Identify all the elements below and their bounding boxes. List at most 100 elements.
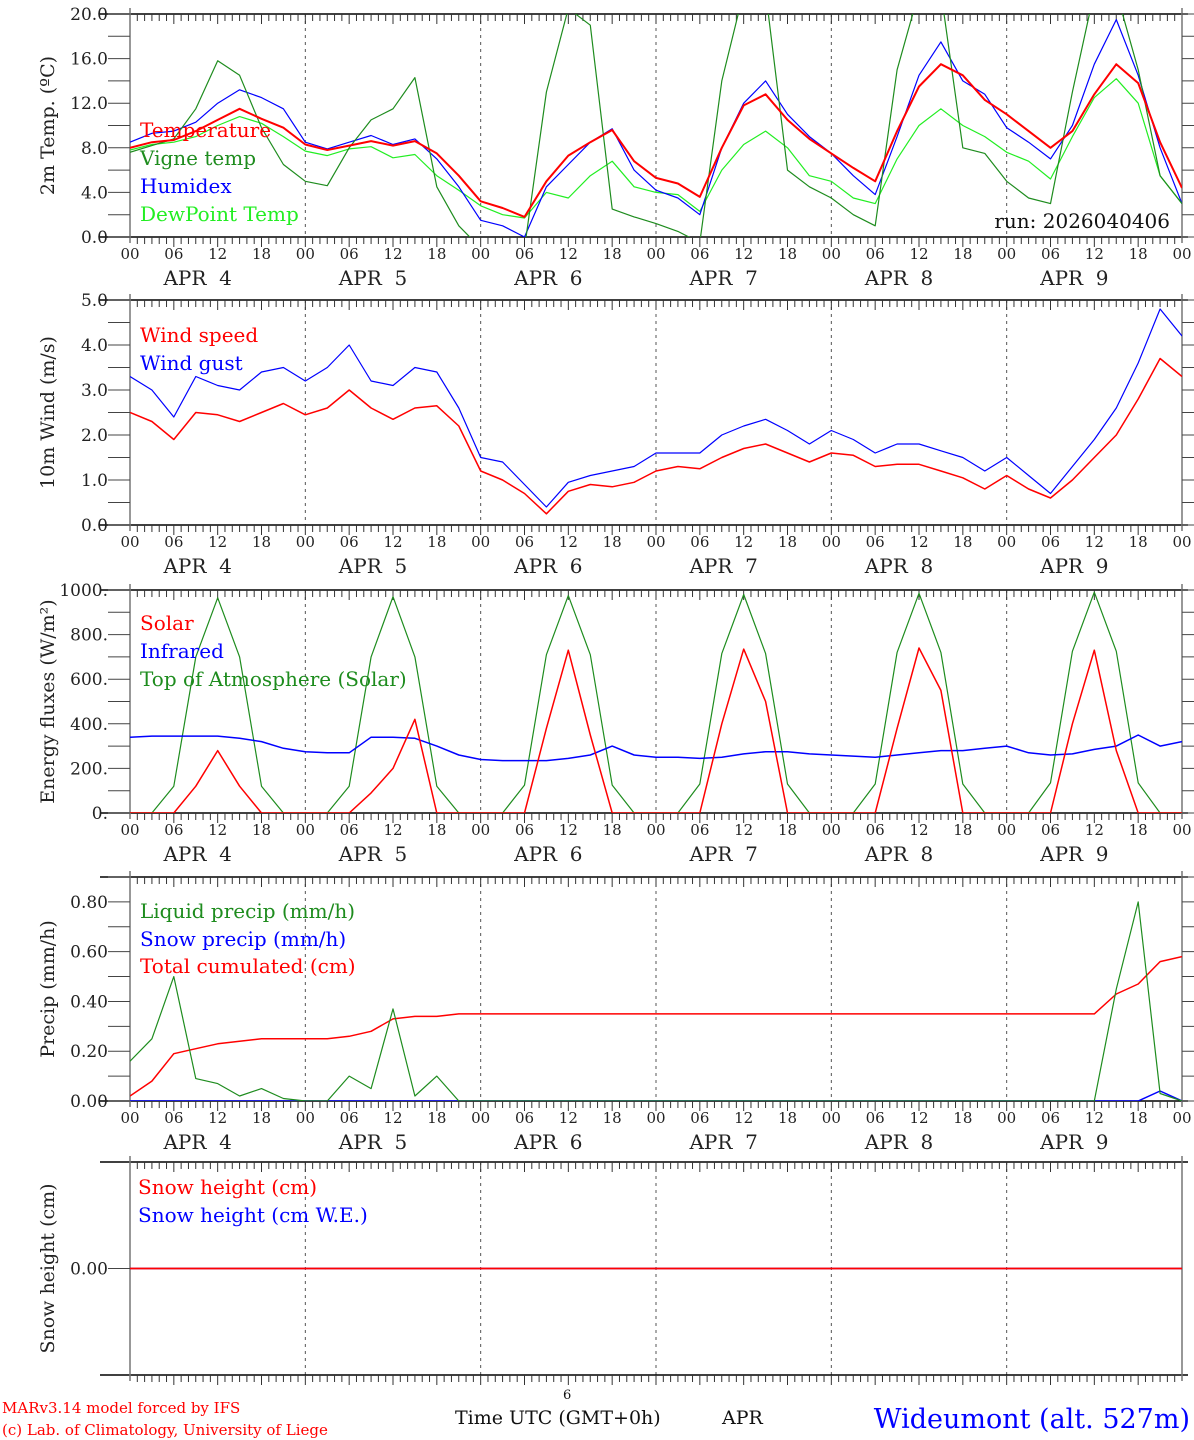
x-tick-label: 12 <box>909 821 928 839</box>
x-tick-label: 00 <box>1172 1109 1191 1127</box>
x-tick-label: 06 <box>1041 821 1060 839</box>
day-label: APR 9 <box>1039 554 1108 578</box>
day-label: APR 7 <box>688 1130 757 1154</box>
x-tick-label: 06 <box>164 245 183 263</box>
day-label: APR 9 <box>1039 266 1108 290</box>
x-tick-label: 12 <box>559 821 578 839</box>
x-tick-label: 00 <box>471 1109 490 1127</box>
x-tick-label: 06 <box>164 821 183 839</box>
legend-entry: DewPoint Temp <box>140 202 299 226</box>
legend-entry: Vigne temp <box>139 146 256 170</box>
y-tick-label: 400. <box>70 715 108 735</box>
x-tick-label: 00 <box>822 1109 841 1127</box>
x-tick-label: 00 <box>822 533 841 551</box>
x-tick-label: 12 <box>734 821 753 839</box>
day-label: APR 4 <box>162 554 231 578</box>
y-tick-label: 0. <box>92 804 108 824</box>
y-axis-label: Precip (mm/h) <box>37 920 59 1058</box>
x-tick-label: 18 <box>778 245 797 263</box>
x-tick-label: 18 <box>953 821 972 839</box>
day-label: APR 9 <box>1039 842 1108 866</box>
x-tick-label: 00 <box>120 533 139 551</box>
x-tick-label: 12 <box>1085 821 1104 839</box>
x-tick-label: 18 <box>427 821 446 839</box>
x-tick-label: 18 <box>953 533 972 551</box>
x-tick-label: 00 <box>471 821 490 839</box>
x-tick-label: 12 <box>734 533 753 551</box>
x-tick-label: 00 <box>296 821 315 839</box>
x-tick-label: 06 <box>1041 245 1060 263</box>
x-tick-label: 06 <box>866 533 885 551</box>
x-tick-label: 12 <box>383 821 402 839</box>
x-tick-label: 18 <box>252 245 271 263</box>
day-label: APR 8 <box>864 1130 933 1154</box>
y-tick-label: 0.00 <box>70 1260 108 1280</box>
x-tick-label: 12 <box>383 533 402 551</box>
day-label: APR 5 <box>338 842 407 866</box>
credit-line-1: MARv3.14 model forced by IFS <box>2 1399 240 1417</box>
legend-entry: Solar <box>140 611 194 635</box>
station-name: Wideumont (alt. 527m) <box>874 1404 1190 1435</box>
day-label: APR 7 <box>688 554 757 578</box>
x-tick-label: 06 <box>690 1109 709 1127</box>
y-axis-label: 2m Temp. (ºC) <box>37 56 59 195</box>
x-tick-label: 06 <box>515 821 534 839</box>
x-tick-label: 18 <box>778 533 797 551</box>
credit-line-2: (c) Lab. of Climatology, University of L… <box>2 1421 328 1439</box>
day-label: APR 5 <box>338 266 407 290</box>
y-tick-label: 2.0 <box>81 426 108 446</box>
x-tick-label: 12 <box>559 1109 578 1127</box>
x-tick-label: 06 <box>866 821 885 839</box>
series-line-temperature <box>130 63 1182 218</box>
series-line-vigne-temp <box>130 14 1182 237</box>
x-tick-label: 00 <box>822 245 841 263</box>
x-tick-label: 00 <box>471 245 490 263</box>
legend-entry: Wind gust <box>140 351 243 375</box>
y-axis-label: 10m Wind (m/s) <box>37 336 59 489</box>
panel-wind: 0.0 1.0 2.0 3.0 4.0 5.0 10m Wind (m/s) 00 06 12 18… <box>37 291 1194 578</box>
y-tick-label: 8.0 <box>81 139 108 159</box>
x-tick-label: 18 <box>778 1109 797 1127</box>
x-tick-label: 00 <box>646 245 665 263</box>
y-tick-label: 4.0 <box>81 336 108 356</box>
x-tick-label: 06 <box>1041 533 1060 551</box>
day-label: APR 5 <box>338 554 407 578</box>
legend-entry: Infrared <box>140 639 224 663</box>
x-tick-label: 00 <box>1172 821 1191 839</box>
x-tick-label: 06 <box>690 533 709 551</box>
x-tick-label: 06 <box>340 245 359 263</box>
x-tick-label: 18 <box>252 533 271 551</box>
y-tick-label: 0.40 <box>70 992 108 1012</box>
x-tick-label: 06 <box>340 1109 359 1127</box>
series-group <box>130 591 1182 813</box>
x-tick-label: 06 <box>1041 1109 1060 1127</box>
day-label: APR 4 <box>162 1130 231 1154</box>
series-line-wind-gust <box>130 308 1182 508</box>
y-tick-label: 12.0 <box>70 94 108 114</box>
x-tick-label: 12 <box>208 1109 227 1127</box>
panel-energy: 0. 200. 400. 600. 800. 1000.Energy fluxes (W/… <box>37 581 1194 866</box>
y-tick-label: 5.0 <box>81 291 108 311</box>
x-tick-label: 18 <box>1129 821 1148 839</box>
day-label: APR 8 <box>864 554 933 578</box>
x-tick-label: 00 <box>296 533 315 551</box>
footer: MARv3.14 model forced by IFS (c) Lab. of… <box>2 1388 1190 1439</box>
day-label: APR 4 <box>162 842 231 866</box>
x-tick-label: 06 <box>690 821 709 839</box>
x-tick-label: 00 <box>997 1109 1016 1127</box>
x-tick-label: 06 <box>515 245 534 263</box>
x-tick-label: 18 <box>603 1109 622 1127</box>
series-group <box>130 308 1182 515</box>
x-tick-label: 12 <box>1085 1109 1104 1127</box>
y-axis-label: Snow height (cm) <box>37 1183 59 1353</box>
time-axis-label: Time UTC (GMT+0h) <box>455 1407 661 1429</box>
y-tick-label: 16.0 <box>70 50 108 70</box>
day-label: APR 8 <box>864 266 933 290</box>
day-label: APR 6 <box>513 1130 582 1154</box>
series-line-dewpoint-temp <box>130 78 1182 219</box>
y-tick-label: 20.0 <box>70 5 108 25</box>
x-tick-label: 00 <box>646 821 665 839</box>
x-tick-label: 18 <box>1129 1109 1148 1127</box>
x-tick-label: 06 <box>340 533 359 551</box>
y-tick-label: 0.0 <box>81 516 108 536</box>
